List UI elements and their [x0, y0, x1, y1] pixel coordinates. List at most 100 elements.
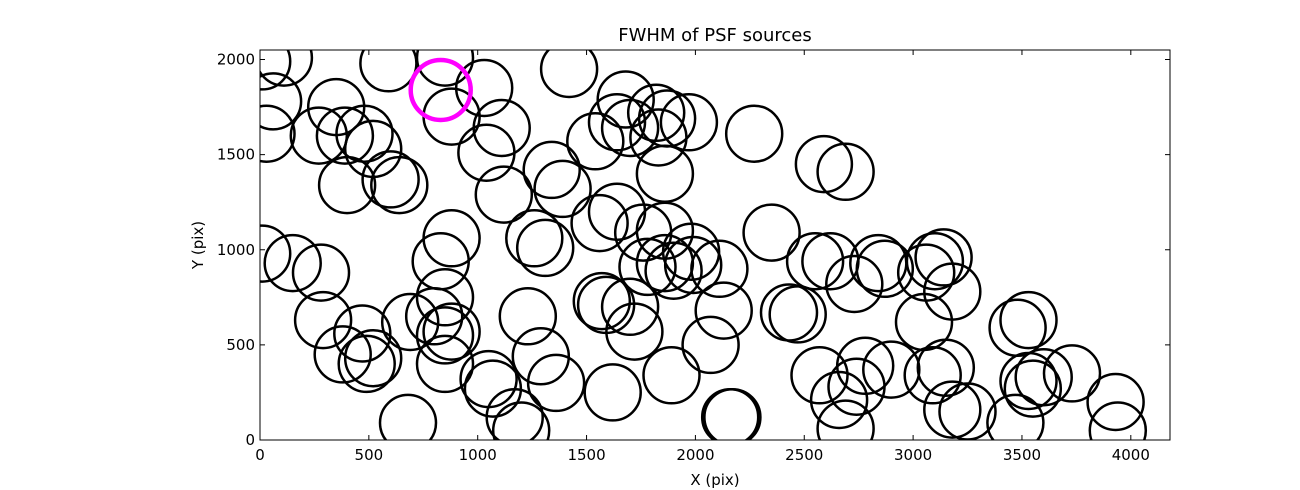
source-circle — [855, 239, 915, 299]
source-circle — [1086, 372, 1145, 432]
source-circle — [794, 134, 854, 194]
source-circle — [263, 233, 322, 293]
source-circle — [587, 93, 647, 152]
highlighted-source-circle — [408, 57, 473, 123]
source-circle — [463, 359, 523, 418]
source-circle — [378, 393, 438, 440]
source-circle — [566, 112, 625, 171]
source-circle — [768, 285, 827, 344]
source-circle — [923, 380, 982, 439]
source-circle — [526, 353, 586, 413]
source-circle — [700, 387, 760, 440]
x-tick-label: 1000 — [459, 446, 497, 464]
source-circle — [1042, 344, 1102, 403]
x-axis-ticks: 0 500 1000 1500 2000 2500 3000 3500 4000 — [255, 50, 1150, 464]
source-circle — [694, 281, 753, 340]
y-axis-ticks: 0 500 1000 1500 2000 — [217, 51, 1170, 449]
source-circle — [659, 93, 719, 152]
x-axis-label: X (pix) — [690, 471, 739, 489]
source-circle — [485, 387, 544, 440]
source-circle — [505, 209, 564, 268]
source-circle — [457, 123, 516, 182]
source-circle — [361, 150, 420, 209]
source-circle — [1003, 359, 1063, 418]
source-circle — [835, 336, 895, 396]
source-circle — [999, 290, 1058, 350]
source-circle — [474, 165, 534, 224]
source-circle — [790, 346, 849, 405]
x-tick-label: 4000 — [1112, 446, 1150, 464]
source-circle — [260, 224, 292, 283]
source-circle — [359, 50, 418, 93]
source-circle — [626, 83, 686, 143]
source-circle — [313, 325, 372, 384]
source-circle — [644, 241, 703, 300]
x-tick-label: 3000 — [894, 446, 932, 464]
x-tick-label: 3500 — [1003, 446, 1041, 464]
source-circle — [539, 50, 599, 99]
source-circle — [903, 346, 962, 405]
source-circle — [404, 287, 464, 346]
source-circle — [742, 203, 801, 262]
source-circle — [260, 50, 314, 87]
source-circle — [422, 209, 481, 268]
source-circle — [916, 338, 976, 397]
source-circle — [642, 346, 701, 405]
chart-title: FWHM of PSF sources — [618, 25, 812, 46]
x-tick-label: 2500 — [785, 446, 823, 464]
source-circle — [635, 144, 695, 203]
source-circle — [522, 140, 581, 200]
source-circle — [690, 239, 749, 299]
y-tick-label: 500 — [226, 336, 255, 354]
source-circle — [260, 50, 292, 91]
source-circle — [896, 243, 956, 302]
source-circle — [825, 254, 884, 314]
source-circle — [785, 231, 845, 291]
source-circle — [570, 193, 629, 253]
source-circle — [491, 401, 551, 440]
source-circle — [337, 334, 396, 394]
source-circle — [415, 50, 475, 87]
source-circle — [1014, 347, 1073, 407]
x-tick-label: 500 — [355, 446, 384, 464]
source-circle — [343, 328, 403, 388]
source-circle — [572, 271, 632, 331]
source-circle — [905, 231, 965, 291]
y-tick-label: 2000 — [217, 51, 255, 69]
source-circle — [605, 302, 664, 361]
source-circle — [894, 292, 954, 352]
source-circle — [923, 262, 982, 321]
source-circle — [415, 334, 475, 394]
source-circle — [498, 287, 558, 346]
source-circle — [862, 340, 921, 399]
x-tick-label: 1500 — [567, 446, 605, 464]
source-circle — [370, 155, 429, 215]
plot-marks — [260, 50, 1148, 440]
source-circle — [317, 155, 377, 215]
source-circle — [293, 290, 353, 350]
source-circle — [703, 387, 762, 440]
y-tick-label: 0 — [245, 431, 255, 449]
source-circle — [914, 228, 973, 287]
source-circle — [380, 292, 440, 352]
source-circle — [415, 306, 475, 365]
source-circle — [511, 327, 571, 386]
source-circle — [596, 70, 655, 129]
source-circle — [663, 235, 723, 295]
source-circle — [724, 104, 784, 163]
y-tick-label: 1500 — [217, 146, 255, 164]
source-circle — [291, 243, 351, 302]
source-circle — [260, 104, 296, 163]
source-circle — [315, 106, 375, 165]
y-axis-label: Y (pix) — [189, 221, 207, 270]
x-tick-label: 2000 — [676, 446, 714, 464]
source-circle — [422, 302, 481, 361]
y-tick-label: 1000 — [217, 241, 255, 259]
source-circle — [986, 393, 1045, 440]
source-circle — [415, 268, 475, 327]
source-circle — [1088, 401, 1148, 440]
source-circle — [816, 142, 875, 202]
source-circle — [515, 218, 575, 278]
source-circle — [333, 304, 392, 363]
